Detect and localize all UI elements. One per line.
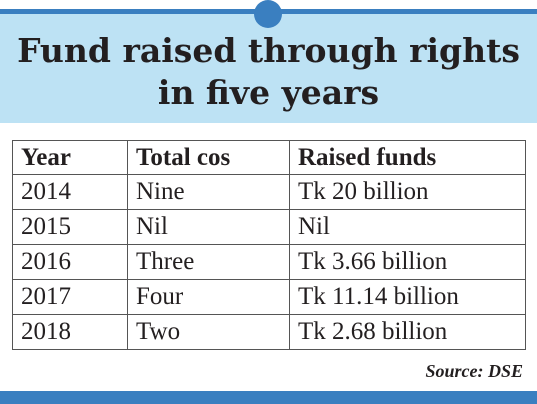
table-row: 2017 Four Tk 11.14 billion [12, 279, 526, 315]
table-row: 2018 Two Tk 2.68 billion [12, 314, 526, 350]
top-accent-dot [254, 0, 282, 28]
table-cell-year: 2014 [12, 174, 128, 210]
table-cell-raised-funds: Tk 20 billion [289, 174, 526, 210]
table-cell-raised-funds: Tk 3.66 billion [289, 244, 526, 280]
table-cell-total-cos: Two [127, 314, 290, 350]
table-row: 2015 Nil Nil [12, 209, 526, 245]
column-header-raised-funds: Raised funds [289, 140, 526, 175]
bottom-accent-rule [0, 391, 537, 404]
source-note: Source: DSE [425, 361, 523, 381]
table-header-row: Year Total cos Raised funds [12, 140, 526, 175]
table-cell-year: 2017 [12, 279, 128, 315]
data-table-container: Year Total cos Raised funds 2014 Nine Tk… [12, 140, 526, 350]
table-row: 2016 Three Tk 3.66 billion [12, 244, 526, 280]
table-cell-raised-funds: Nil [289, 209, 526, 245]
table-cell-total-cos: Three [127, 244, 290, 280]
table-header: Year Total cos Raised funds [12, 140, 526, 175]
header-band [0, 14, 537, 123]
table-cell-raised-funds: Tk 2.68 billion [289, 314, 526, 350]
table-cell-year: 2015 [12, 209, 128, 245]
chart-title: Fund raised through rights in five years [0, 30, 537, 114]
table-cell-total-cos: Four [127, 279, 290, 315]
chart-title-line-1: Fund raised through rights [17, 31, 520, 70]
table-cell-raised-funds: Tk 11.14 billion [289, 279, 526, 315]
table-cell-total-cos: Nil [127, 209, 290, 245]
table-cell-year: 2016 [12, 244, 128, 280]
table-row: 2014 Nine Tk 20 billion [12, 174, 526, 210]
column-header-total-cos: Total cos [127, 140, 290, 175]
chart-title-line-2: in five years [157, 73, 380, 112]
data-table: Year Total cos Raised funds 2014 Nine Tk… [12, 140, 526, 350]
table-cell-year: 2018 [12, 314, 128, 350]
table-body: 2014 Nine Tk 20 billion 2015 Nil Nil 201… [12, 174, 526, 350]
column-header-year: Year [12, 140, 128, 175]
table-cell-total-cos: Nine [127, 174, 290, 210]
